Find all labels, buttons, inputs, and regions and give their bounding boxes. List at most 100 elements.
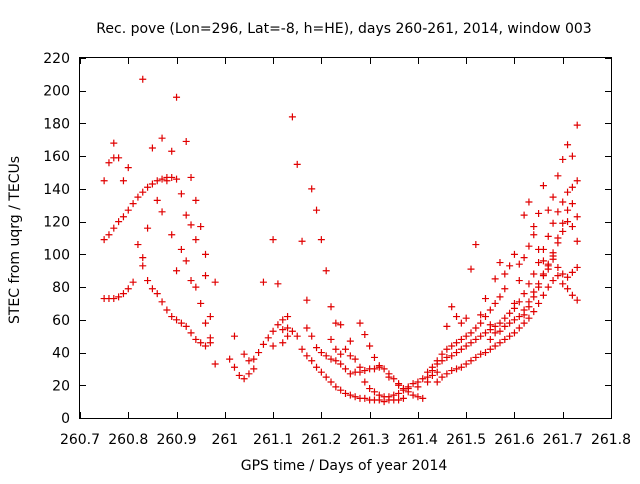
data-point [506, 309, 514, 317]
data-point [177, 190, 185, 198]
data-point [240, 350, 248, 358]
data-point [375, 391, 383, 399]
data-point [211, 360, 219, 368]
data-point [110, 224, 118, 232]
y-tick-label: 40 [52, 346, 70, 362]
data-point [453, 313, 461, 321]
data-point [559, 198, 567, 206]
data-point [119, 290, 127, 298]
data-point [472, 324, 480, 332]
data-point [568, 291, 576, 299]
data-point [433, 378, 441, 386]
data-point [342, 345, 349, 353]
data-point [433, 368, 441, 376]
data-point [530, 231, 538, 239]
chart-title: Rec. pove (Lon=296, Lat=-8, h=HE), days … [96, 21, 591, 37]
data-point [322, 267, 330, 275]
data-point [409, 380, 417, 388]
data-point [399, 386, 407, 394]
data-point [544, 206, 552, 214]
data-point [424, 368, 432, 376]
data-point [448, 342, 456, 350]
data-point [568, 183, 576, 191]
data-point [274, 280, 282, 288]
data-point [317, 368, 325, 376]
data-point [182, 137, 190, 145]
data-point [192, 236, 200, 244]
data-point [245, 370, 253, 378]
data-point [230, 363, 238, 371]
data-point [515, 324, 523, 332]
data-point [443, 322, 451, 330]
data-point [168, 231, 176, 239]
data-point [496, 293, 504, 301]
data-point [443, 370, 451, 378]
data-point [564, 285, 572, 293]
data-point [332, 383, 340, 391]
data-point [197, 339, 205, 347]
data-point [105, 231, 113, 239]
data-point [564, 273, 572, 281]
data-point [467, 339, 475, 347]
data-point [313, 206, 321, 214]
data-point [573, 213, 581, 221]
data-point [506, 332, 514, 340]
data-point [168, 147, 176, 155]
data-point [554, 172, 562, 180]
data-point [414, 393, 422, 401]
data-point [486, 345, 494, 353]
data-point [544, 232, 552, 240]
data-point [539, 257, 547, 265]
data-point [158, 298, 166, 306]
data-point [361, 394, 369, 402]
data-point [390, 375, 398, 383]
data-point [342, 389, 349, 397]
data-point [554, 208, 562, 216]
data-point [192, 283, 200, 291]
data-point [525, 198, 533, 206]
data-point [535, 299, 543, 307]
data-point [559, 219, 567, 227]
x-tick-label: 260.9 [156, 432, 196, 448]
data-point [327, 303, 335, 311]
data-point [457, 319, 465, 327]
data-point [158, 208, 166, 216]
data-point [501, 335, 509, 343]
data-point [481, 329, 489, 337]
x-tick-label: 261.1 [253, 432, 293, 448]
y-tick-label: 80 [52, 280, 70, 296]
data-point [298, 345, 306, 353]
data-point [187, 221, 195, 229]
data-point [226, 355, 234, 363]
data-point [361, 378, 369, 386]
data-point [481, 295, 489, 303]
data-point [486, 321, 494, 329]
data-point [197, 223, 205, 231]
data-point [139, 188, 147, 196]
data-point [438, 350, 446, 358]
data-point [568, 223, 576, 231]
data-point [525, 314, 533, 322]
data-point [477, 311, 485, 319]
data-point [327, 355, 335, 363]
y-tick-label: 220 [43, 51, 70, 67]
data-point [501, 314, 509, 322]
data-point [168, 313, 176, 321]
data-point [139, 262, 147, 270]
data-point [187, 277, 195, 285]
data-point [308, 357, 316, 365]
data-point [293, 160, 301, 168]
data-point [158, 134, 166, 142]
data-point [279, 316, 287, 324]
data-point [124, 206, 132, 214]
data-point [303, 296, 311, 304]
data-point [163, 177, 171, 185]
data-point [173, 316, 181, 324]
y-tick-label: 140 [43, 182, 70, 198]
data-point [240, 375, 248, 383]
data-point [453, 349, 461, 357]
data-point [370, 365, 378, 373]
data-point [554, 263, 562, 271]
